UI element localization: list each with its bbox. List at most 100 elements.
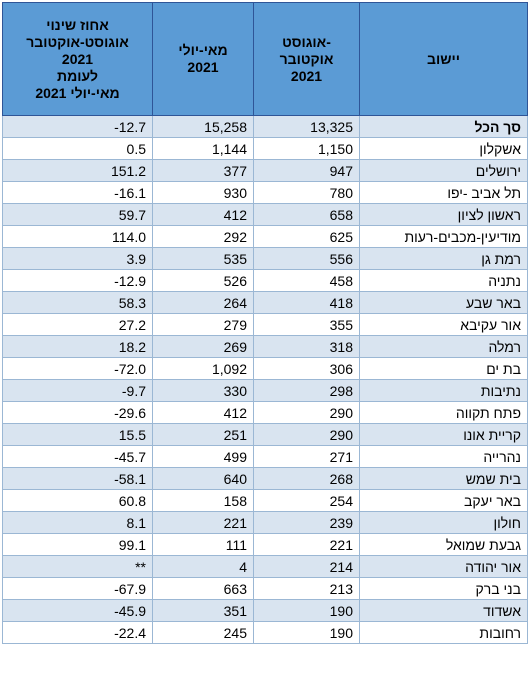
cell-change-percent: 18.2 xyxy=(2,335,153,358)
table-row: -72.0 1,092 306 בת ים xyxy=(2,357,528,380)
header-aug-oct: אוגוסט- אוקטובר 2021 xyxy=(253,2,360,116)
cell-aug-oct: 190 xyxy=(253,599,360,622)
cell-aug-oct: 271 xyxy=(253,445,360,468)
cell-may-july: 1,144 xyxy=(152,137,254,160)
cell-settlement: נתניה xyxy=(359,269,528,292)
cell-change-percent: 151.2 xyxy=(2,159,153,182)
cell-aug-oct: 290 xyxy=(253,401,360,424)
cell-settlement: אור עקיבא xyxy=(359,313,528,336)
cell-settlement: חולון xyxy=(359,511,528,534)
cell-settlement: באר יעקב xyxy=(359,489,528,512)
settlements-table: אחוז שינוי אוגוסט-אוקטובר 2021 לעומת מאי… xyxy=(2,2,528,644)
cell-may-july: 264 xyxy=(152,291,254,314)
cell-may-july: 221 xyxy=(152,511,254,534)
header-line: מאי-יולי 2021 xyxy=(35,84,120,101)
cell-aug-oct: 418 xyxy=(253,291,360,314)
table-row: -67.9 663 213 בני ברק xyxy=(2,577,528,600)
cell-aug-oct: 658 xyxy=(253,203,360,226)
cell-aug-oct: 355 xyxy=(253,313,360,336)
cell-may-july: 535 xyxy=(152,247,254,270)
header-line: 2021 xyxy=(290,67,323,84)
cell-settlement: סך הכל xyxy=(359,115,528,138)
cell-may-july: 251 xyxy=(152,423,254,446)
cell-change-percent: 59.7 xyxy=(2,203,153,226)
cell-change-percent: -58.1 xyxy=(2,467,153,490)
cell-aug-oct: 214 xyxy=(253,555,360,578)
cell-settlement: נתיבות xyxy=(359,379,528,402)
cell-may-july: 269 xyxy=(152,335,254,358)
cell-may-july: 279 xyxy=(152,313,254,336)
cell-settlement: ראשון לציון xyxy=(359,203,528,226)
cell-aug-oct: 947 xyxy=(253,159,360,182)
cell-settlement: בית שמש xyxy=(359,467,528,490)
cell-change-percent: -12.9 xyxy=(2,269,153,292)
table-row: 18.2 269 318 רמלה xyxy=(2,335,528,358)
header-line: 2021 xyxy=(187,59,219,75)
cell-aug-oct: 254 xyxy=(253,489,360,512)
cell-aug-oct: 556 xyxy=(253,247,360,270)
cell-may-july: 377 xyxy=(152,159,254,182)
table-row: 99.1 111 221 גבעת שמואל xyxy=(2,533,528,556)
cell-settlement: רחובות xyxy=(359,621,528,644)
table-row: 8.1 221 239 חולון xyxy=(2,511,528,534)
cell-settlement: רמת גן xyxy=(359,247,528,270)
table-row: 0.5 1,144 1,150 אשקלון xyxy=(2,137,528,160)
cell-may-july: 499 xyxy=(152,445,254,468)
cell-settlement: קריית אונו xyxy=(359,423,528,446)
table-row: 151.2 377 947 ירושלים xyxy=(2,159,528,182)
header-may-july: מאי-יולי 2021 xyxy=(152,2,254,116)
header-line: יישוב xyxy=(427,50,460,67)
cell-aug-oct: 290 xyxy=(253,423,360,446)
header-line: 2021 xyxy=(61,50,94,67)
table-row: 27.2 279 355 אור עקיבא xyxy=(2,313,528,336)
cell-change-percent: 0.5 xyxy=(2,137,153,160)
cell-change-percent: -29.6 xyxy=(2,401,153,424)
cell-settlement: ירושלים xyxy=(359,159,528,182)
table-row: -45.7 499 271 נהרייה xyxy=(2,445,528,468)
cell-aug-oct: 268 xyxy=(253,467,360,490)
cell-may-july: 245 xyxy=(152,621,254,644)
table-row: -58.1 640 268 בית שמש xyxy=(2,467,528,490)
cell-aug-oct: 1,150 xyxy=(253,137,360,160)
cell-may-july: 330 xyxy=(152,379,254,402)
cell-change-percent: -16.1 xyxy=(2,181,153,204)
cell-settlement: בני ברק xyxy=(359,577,528,600)
cell-change-percent: 15.5 xyxy=(2,423,153,446)
table-row: -29.6 412 290 פתח תקווה xyxy=(2,401,528,424)
cell-change-percent: 58.3 xyxy=(2,291,153,314)
cell-settlement: אשדוד xyxy=(359,599,528,622)
cell-may-july: 412 xyxy=(152,401,254,424)
settlements-table-container: אחוז שינוי אוגוסט-אוקטובר 2021 לעומת מאי… xyxy=(2,2,528,644)
cell-change-percent: 60.8 xyxy=(2,489,153,512)
cell-aug-oct: 306 xyxy=(253,357,360,380)
cell-settlement: מודיעין-מכבים-רעות xyxy=(359,225,528,248)
cell-aug-oct: 190 xyxy=(253,621,360,644)
cell-settlement: נהרייה xyxy=(359,445,528,468)
cell-may-july: 930 xyxy=(152,181,254,204)
table-row: -9.7 330 298 נתיבות xyxy=(2,379,528,402)
cell-change-percent: -72.0 xyxy=(2,357,153,380)
header-line: אחוז שינוי xyxy=(46,16,109,33)
cell-settlement: רמלה xyxy=(359,335,528,358)
cell-may-july: 158 xyxy=(152,489,254,512)
table-row: 58.3 264 418 באר שבע xyxy=(2,291,528,314)
cell-may-july: 351 xyxy=(152,599,254,622)
cell-aug-oct: 239 xyxy=(253,511,360,534)
cell-settlement: גבעת שמואל xyxy=(359,533,528,556)
cell-may-july: 412 xyxy=(152,203,254,226)
table-row: -16.1 930 780 תל אביב -יפו xyxy=(2,181,528,204)
cell-may-july: 526 xyxy=(152,269,254,292)
cell-aug-oct: 221 xyxy=(253,533,360,556)
header-line: אוקטובר xyxy=(279,50,334,67)
table-row: -22.4 245 190 רחובות xyxy=(2,621,528,644)
table-row: ** 4 214 אור יהודה xyxy=(2,555,528,578)
cell-change-percent: -12.7 xyxy=(2,115,153,138)
table-row: 3.9 535 556 רמת גן xyxy=(2,247,528,270)
header-settlement: יישוב xyxy=(359,2,528,116)
cell-settlement: בת ים xyxy=(359,357,528,380)
cell-settlement: אור יהודה xyxy=(359,555,528,578)
header-line: אוגוסט-אוקטובר xyxy=(26,33,129,50)
cell-aug-oct: 213 xyxy=(253,577,360,600)
cell-settlement: אשקלון xyxy=(359,137,528,160)
cell-change-percent: 27.2 xyxy=(2,313,153,336)
